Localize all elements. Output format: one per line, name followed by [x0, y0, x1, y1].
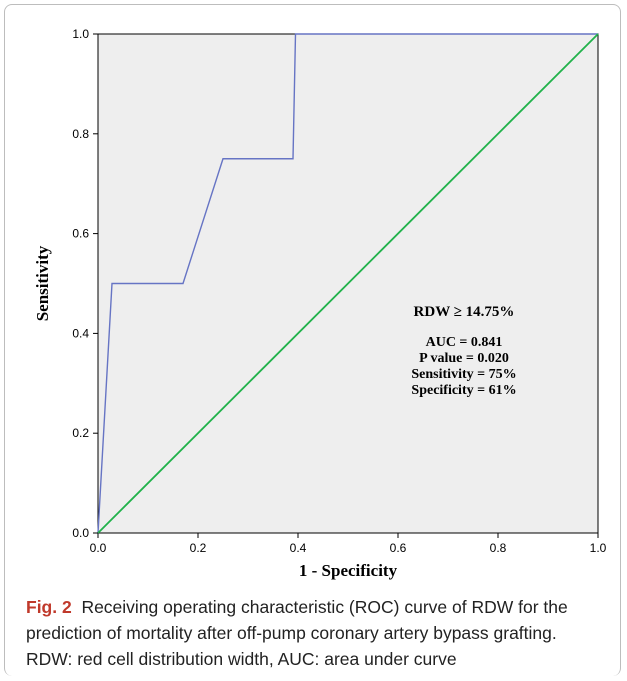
- y-tick-label: 0.8: [72, 127, 89, 141]
- figure-label: Fig. 2: [26, 597, 72, 617]
- figure-caption: Fig. 2 Receiving operating characteristi…: [26, 594, 606, 672]
- y-tick-label: 1.0: [72, 27, 89, 41]
- annotation-cutoff: RDW ≥ 14.75%: [414, 304, 515, 320]
- reference-line: [97, 33, 599, 534]
- y-tick-label: 0.2: [72, 426, 89, 440]
- y-tick-label: 0.0: [72, 526, 89, 540]
- roc-curve: [97, 33, 598, 534]
- annotation-sensitivity: Sensitivity = 75%: [411, 367, 516, 382]
- figure-frame: [4, 4, 621, 676]
- x-tick-label: 0.2: [190, 541, 207, 555]
- annotation-specificity: Specificity = 61%: [411, 383, 516, 398]
- x-axis-title: 1 - Specificity: [299, 561, 398, 580]
- y-axis-title: Sensitivity: [33, 245, 52, 321]
- x-tick-label: 0.8: [490, 541, 507, 555]
- annotation-p-value: P value = 0.020: [419, 351, 509, 366]
- roc-chart: 0.00.0 0.2 0.2 0.4 0.4 0.6 0.6 0.8 0.8 1.0 1.0 1 -…: [33, 27, 607, 580]
- x-tick-label: 1.0: [590, 541, 607, 555]
- y-tick-label: 0.6: [72, 227, 89, 241]
- x-tick-label: 0.4: [290, 541, 307, 555]
- annotation-auc: AUC = 0.841: [426, 335, 503, 350]
- caption-text: Receiving operating characteristic (ROC)…: [26, 597, 568, 669]
- x-tick-label: 0.6: [390, 541, 407, 555]
- y-tick-label: 0.4: [72, 326, 89, 340]
- x-tick-label: 0.0: [90, 541, 107, 555]
